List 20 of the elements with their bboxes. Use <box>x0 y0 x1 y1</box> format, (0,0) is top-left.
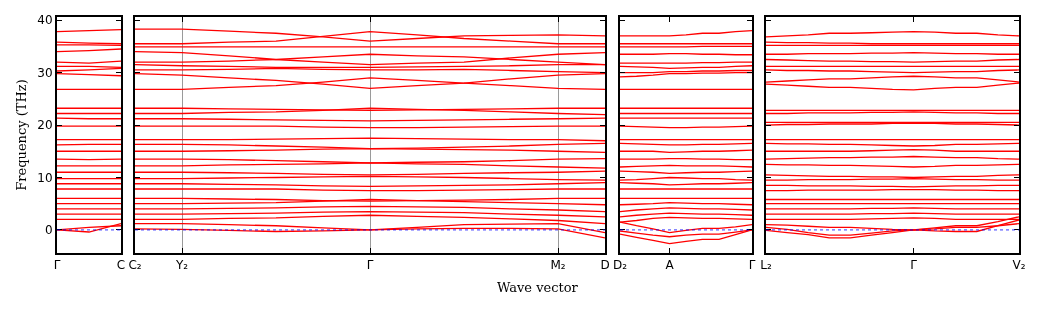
y-axis-title: Frequency (THz) <box>13 79 29 191</box>
x-tick-label: M₂ <box>550 258 566 273</box>
x-tick-label: D <box>600 258 610 273</box>
x-tick-label: Γ <box>748 258 756 273</box>
y-tick-label: 0 <box>44 223 53 238</box>
y-tick-label: 40 <box>37 13 53 28</box>
x-tick-label: Γ <box>910 258 918 273</box>
y-tick-label: 10 <box>37 170 53 185</box>
y-tick-label: 20 <box>37 118 53 133</box>
x-tick-label: Γ <box>366 258 374 273</box>
x-tick-label: V₂ <box>1012 258 1026 273</box>
x-axis-title: Wave vector <box>497 280 579 295</box>
x-tick-label: D₂ <box>612 258 628 273</box>
x-tick-label: C₂ <box>128 258 142 273</box>
x-tick-label: L₂ <box>760 258 772 273</box>
y-tick-label: 30 <box>37 65 53 80</box>
x-tick-label: Y₂ <box>174 258 189 273</box>
x-tick-label: A <box>665 258 675 273</box>
x-tick-label: Γ <box>53 258 61 273</box>
x-tick-label: C <box>116 258 126 273</box>
